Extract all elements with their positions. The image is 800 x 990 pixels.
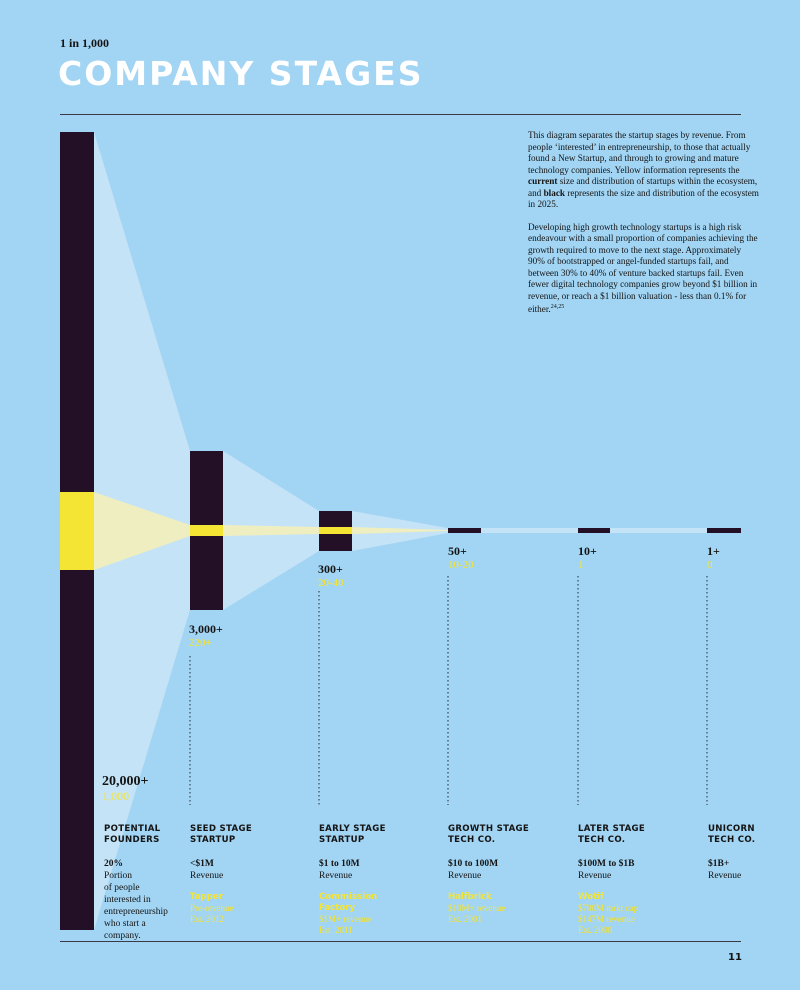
stage-later: LATER STAGE TECH CO. $100M to $1B Revenue… (578, 824, 700, 936)
intro-text: This diagram separates the startup stage… (528, 130, 760, 327)
count-unicorn-current: 0 (707, 559, 713, 571)
count-seed: 3,000+ 220+ (189, 622, 223, 650)
count-growth-current: 10-20 (448, 559, 474, 571)
stage-later-example: Wotif $700M mrkt cap $147M revenue Est. 2… (578, 892, 700, 936)
stage-early-rev-bold: $1 to 10M (319, 859, 360, 869)
count-unicorn-future: 1+ (707, 544, 720, 558)
bar-seed-current (190, 525, 223, 536)
stage-founders-rev-bold: 20% (104, 859, 123, 869)
intro-black-word: black (543, 187, 566, 198)
stage-early-example-name: Commission Factory (319, 892, 378, 913)
count-unicorn: 1+ 0 (707, 544, 720, 572)
stage-growth-example-text: $10M+ revenue Est. 2001 (448, 903, 506, 924)
top-rule (60, 114, 741, 115)
current-cone-early-growth (352, 527, 448, 534)
kicker: 1 in 1,000 (60, 36, 110, 50)
stage-unicorn-revenue: $1B+ Revenue (708, 858, 796, 882)
bar-early-current (319, 527, 352, 534)
stage-later-rev-text: Revenue (578, 871, 612, 881)
intro-p1-c: represents the size and distribution of … (528, 187, 759, 210)
stage-seed-revenue: <$1M Revenue (190, 858, 312, 882)
stage-unicorn-rev-text: Revenue (708, 871, 742, 881)
count-founders-current: 1,000 (102, 789, 129, 803)
stage-early-rev-text: Revenue (319, 871, 353, 881)
stage-later-example-name: Wotif (578, 892, 604, 902)
count-later: 10+ 1 (578, 544, 597, 572)
count-growth-future: 50+ (448, 544, 467, 558)
stage-seed-example-name: Tappеr (190, 892, 223, 902)
stage-early-name: EARLY STAGE STARTUP (319, 824, 386, 845)
bottom-rule (60, 941, 741, 942)
intro-current-word: current (528, 176, 558, 186)
cone-growth-later (481, 528, 578, 533)
stage-early-example: Commission Factory $1M+ revenue Est. 2011 (319, 892, 441, 936)
count-founders: 20,000+ 1,000 (102, 774, 149, 804)
stage-unicorn: UNICORN TECH CO. $1B+ Revenue (708, 824, 796, 882)
intro-paragraph-1: This diagram separates the startup stage… (528, 130, 760, 211)
stage-seed-rev-bold: <$1M (190, 859, 214, 869)
stage-seed-name: SEED STAGE STARTUP (190, 824, 253, 845)
stage-unicorn-rev-bold: $1B+ (708, 859, 730, 869)
stage-later-example-text: $700M mrkt cap $147M revenue Est. 2000 (578, 903, 638, 935)
stage-seed-example-text: Pre-revenue Est. 2012 (190, 903, 234, 924)
intro-p1-a: This diagram separates the startup stage… (528, 130, 751, 175)
count-growth: 50+ 10-20 (448, 544, 474, 572)
stage-founders: POTENTIAL FOUNDERS 20% Portion of people … (104, 824, 226, 942)
current-cone-seed-early (223, 525, 319, 536)
stage-early: EARLY STAGE STARTUP $1 to 10M Revenue Com… (319, 824, 441, 936)
stage-unicorn-name: UNICORN TECH CO. (708, 824, 756, 845)
stage-later-rev-bold: $100M to $1B (578, 859, 635, 869)
current-cone-founders-seed (94, 492, 190, 570)
bar-growth (448, 528, 481, 533)
cone-later-unicorn (610, 528, 707, 533)
count-early-future: 300+ (318, 562, 343, 576)
stage-seed-example: Tappеr Pre-revenue Est. 2012 (190, 892, 312, 925)
stage-seed-rev-text: Revenue (190, 871, 224, 881)
stage-founders-name: POTENTIAL FOUNDERS (104, 824, 161, 845)
stage-growth: GROWTH STAGE TECH CO. $10 to 100M Revenue… (448, 824, 570, 925)
stage-later-revenue: $100M to $1B Revenue (578, 858, 700, 882)
stage-founders-rev-text: Portion of people interested in entrepre… (104, 871, 168, 941)
stage-growth-name: GROWTH STAGE TECH CO. (448, 824, 530, 845)
intro-paragraph-2: Developing high growth technology startu… (528, 222, 760, 316)
stage-founders-revenue: 20% Portion of people interested in entre… (104, 858, 226, 942)
stage-growth-rev-text: Revenue (448, 871, 482, 881)
count-seed-future: 3,000+ (189, 622, 223, 636)
count-early-current: 20-40 (318, 577, 344, 589)
stage-later-name: LATER STAGE TECH CO. (578, 824, 646, 845)
count-founders-future: 20,000+ (102, 774, 149, 789)
count-later-future: 10+ (578, 544, 597, 558)
stage-early-example-text: $1M+ revenue Est. 2011 (319, 914, 372, 935)
count-later-current: 1 (578, 559, 584, 571)
bar-later (578, 528, 610, 533)
page-title: COMPANY STAGES (58, 54, 424, 93)
stage-early-revenue: $1 to 10M Revenue (319, 858, 441, 882)
count-early: 300+ 20-40 (318, 562, 344, 590)
bar-unicorn (707, 528, 741, 533)
stage-growth-example-name: Halfbrick (448, 892, 492, 902)
stage-growth-revenue: $10 to 100M Revenue (448, 858, 570, 882)
count-seed-current: 220+ (189, 637, 212, 649)
bar-founders-current (60, 492, 94, 570)
stage-growth-rev-bold: $10 to 100M (448, 859, 499, 869)
intro-footnote-ref: 24,25 (550, 304, 565, 310)
intro-p2: Developing high growth technology startu… (528, 221, 758, 315)
stage-seed: SEED STAGE STARTUP <$1M Revenue Tappеr Pre… (190, 824, 312, 925)
stage-growth-example: Halfbrick $10M+ revenue Est. 2001 (448, 892, 570, 925)
page-number: 11 (728, 952, 742, 963)
intro-p1-b: size and distribution of startups within… (528, 176, 758, 198)
